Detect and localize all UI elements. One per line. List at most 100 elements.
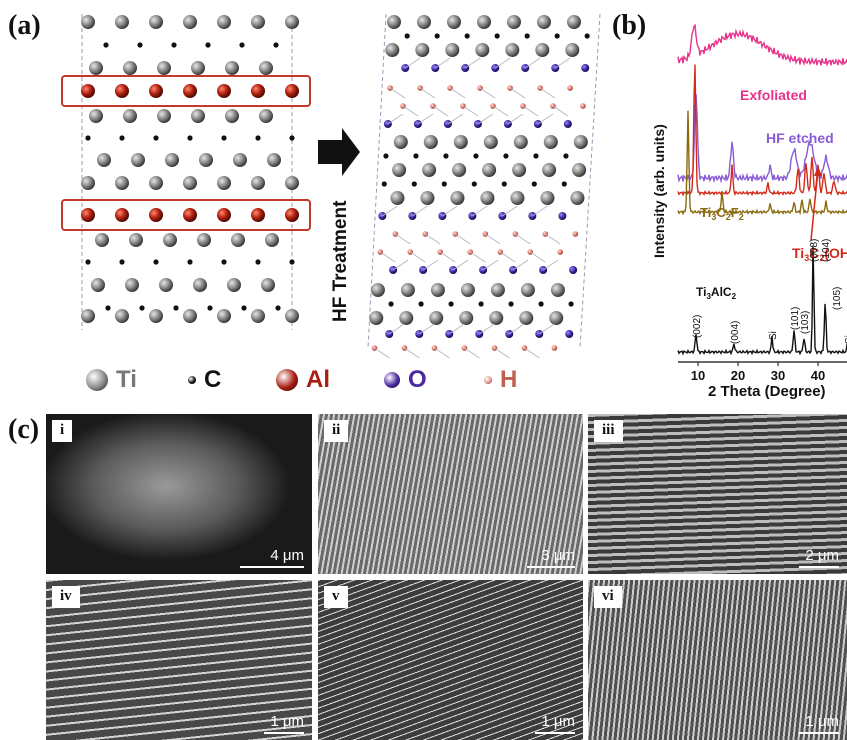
scale-label: 4 μm bbox=[270, 547, 304, 564]
label-ti3c2oh: Ti3C2(OH) bbox=[792, 245, 847, 263]
ti-atom bbox=[480, 191, 495, 205]
panel-label-b: (b) bbox=[612, 10, 647, 41]
label-hf-etched: HF etched bbox=[766, 130, 834, 146]
ti-atom bbox=[157, 109, 171, 123]
ti-atom bbox=[450, 191, 465, 205]
c-atom bbox=[187, 259, 193, 265]
ti-atom bbox=[285, 176, 299, 190]
ti-atom bbox=[370, 283, 385, 297]
al-layer-highlight-bottom bbox=[61, 199, 311, 231]
x-tick-label: 10 bbox=[691, 368, 705, 383]
ti-atom bbox=[231, 233, 245, 247]
ti-atom bbox=[573, 135, 588, 149]
scale-label: 3 μm bbox=[541, 547, 575, 564]
scale-line bbox=[527, 566, 575, 568]
ti-atom bbox=[123, 109, 137, 123]
ti-atom bbox=[540, 191, 555, 205]
ti-atom bbox=[217, 309, 231, 323]
legend-item-ti: Ti bbox=[86, 366, 137, 394]
ti-atom bbox=[197, 233, 211, 247]
ti-atom bbox=[81, 176, 95, 190]
scale-label: 1 μm bbox=[270, 713, 304, 730]
scale-bar: 1 μm bbox=[535, 713, 575, 734]
c-atom bbox=[289, 135, 295, 141]
c-atom bbox=[584, 33, 590, 39]
scale-line bbox=[240, 566, 304, 568]
trace-hf-etched bbox=[677, 93, 847, 184]
al-atom bbox=[115, 208, 129, 222]
c-atom bbox=[494, 33, 500, 39]
scale-bar: 1 μm bbox=[799, 713, 839, 734]
ti-atom bbox=[183, 309, 197, 323]
al-atom bbox=[183, 208, 197, 222]
x-tick-label: 40 bbox=[811, 368, 825, 383]
peak-label: (105) bbox=[832, 287, 843, 310]
x-tick-label: 20 bbox=[731, 368, 745, 383]
legend-text-al: Al bbox=[306, 366, 330, 393]
ti-atom bbox=[159, 278, 173, 292]
al-atom bbox=[285, 84, 299, 98]
c-atom bbox=[255, 135, 261, 141]
h-atom bbox=[557, 249, 563, 255]
c-atom bbox=[561, 181, 567, 187]
c-atom bbox=[153, 135, 159, 141]
ti-atom bbox=[477, 15, 491, 29]
o-atom bbox=[563, 120, 572, 128]
legend-dot-al bbox=[276, 369, 298, 391]
scale-label: 1 μm bbox=[541, 713, 575, 730]
ti-atom bbox=[369, 311, 384, 325]
ti-atom bbox=[285, 15, 299, 29]
ti-atom bbox=[217, 15, 231, 29]
ti-atom bbox=[251, 309, 265, 323]
o-atom bbox=[558, 212, 567, 220]
al-atom bbox=[149, 84, 163, 98]
ti-atom bbox=[149, 15, 163, 29]
c-atom bbox=[119, 135, 125, 141]
x-axis-label: 2 Theta (Degree) bbox=[708, 383, 826, 400]
peak-label: (004) bbox=[730, 321, 741, 344]
ti-atom bbox=[543, 135, 558, 149]
c-atom bbox=[187, 135, 193, 141]
ti-atom bbox=[251, 176, 265, 190]
ti-atom bbox=[385, 43, 400, 57]
ti-atom bbox=[520, 283, 535, 297]
c-atom bbox=[205, 42, 211, 48]
ti-atom bbox=[81, 309, 95, 323]
panel-label-c: (c) bbox=[8, 414, 40, 445]
ti-atom bbox=[483, 135, 498, 149]
c-atom bbox=[554, 33, 560, 39]
trace-ti3alc2 bbox=[677, 246, 847, 356]
ti-atom bbox=[567, 15, 581, 29]
c-atom bbox=[137, 42, 143, 48]
arrow-icon bbox=[318, 128, 360, 176]
max-phase-structure bbox=[81, 14, 299, 330]
al-atom bbox=[81, 84, 95, 98]
sem-tag-v: v bbox=[324, 586, 348, 608]
c-atom bbox=[273, 42, 279, 48]
ti-atom bbox=[445, 43, 460, 57]
peak-label: (104) bbox=[821, 239, 832, 262]
c-atom bbox=[404, 33, 410, 39]
c-atom bbox=[153, 259, 159, 265]
ti-atom bbox=[129, 233, 143, 247]
legend-dot-h bbox=[484, 376, 492, 384]
ti-atom bbox=[422, 163, 437, 177]
al-layer-highlight-top bbox=[61, 75, 311, 107]
ti-atom bbox=[259, 61, 273, 75]
sem-image-iv: iv 1 μm bbox=[46, 580, 312, 740]
c-atom bbox=[524, 33, 530, 39]
ti-atom bbox=[157, 61, 171, 75]
ti-atom bbox=[81, 15, 95, 29]
peak-label: (008) bbox=[809, 239, 820, 262]
ti-atom bbox=[261, 278, 275, 292]
ti-atom bbox=[149, 309, 163, 323]
c-atom bbox=[119, 259, 125, 265]
c-atom bbox=[255, 259, 261, 265]
c-atom bbox=[508, 301, 514, 307]
peak-label: (101) bbox=[790, 307, 801, 330]
ti-atom bbox=[149, 176, 163, 190]
legend-text-c: C bbox=[204, 366, 222, 393]
ti-atom bbox=[550, 283, 565, 297]
al-atom bbox=[81, 208, 95, 222]
scale-line bbox=[535, 732, 575, 734]
